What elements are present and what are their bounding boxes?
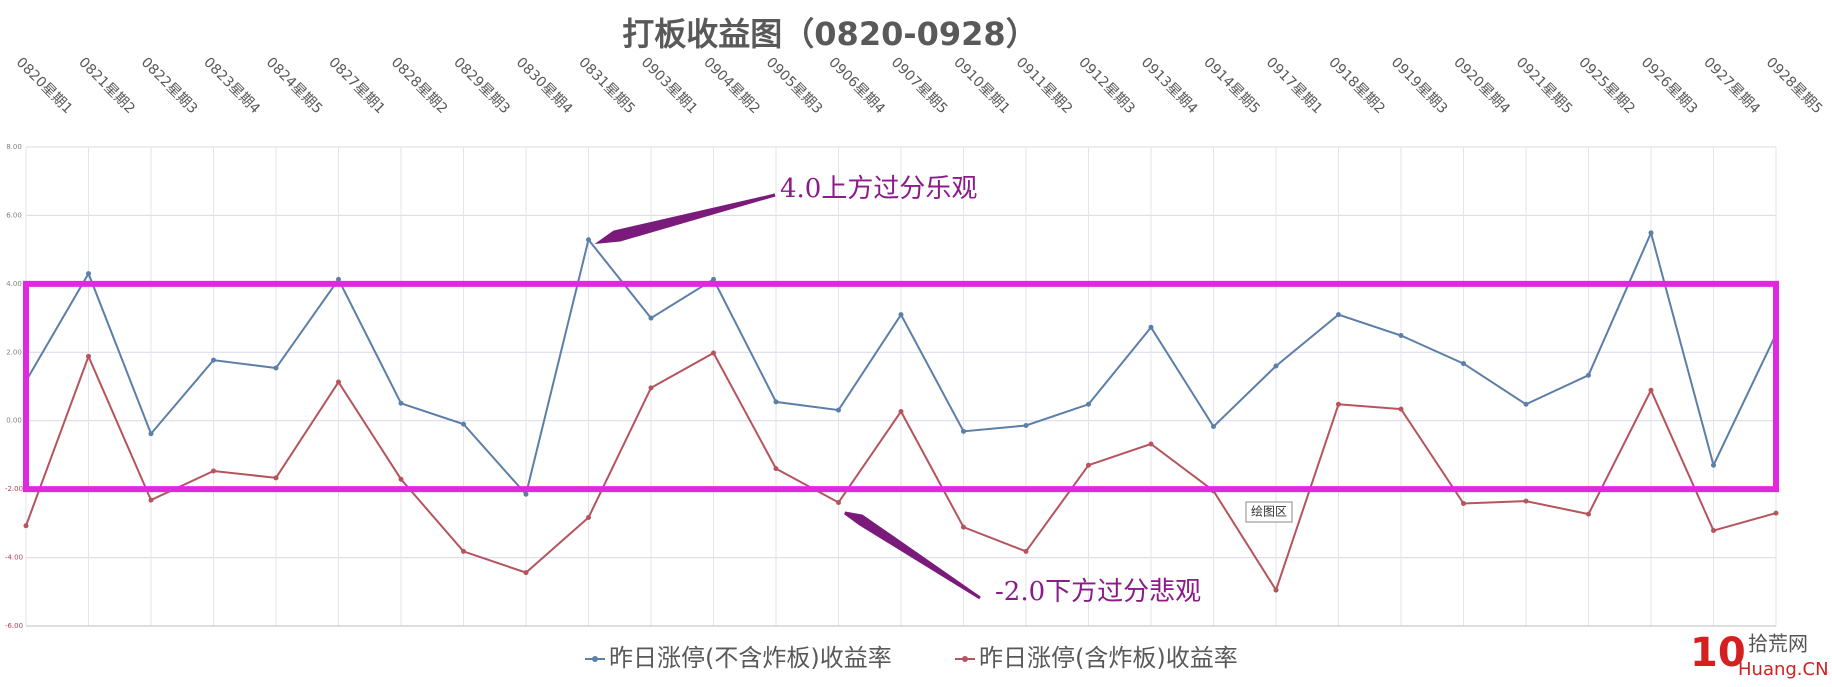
data-point <box>1273 587 1279 593</box>
data-point <box>148 431 154 437</box>
data-point <box>1461 361 1466 367</box>
data-point <box>523 570 529 576</box>
tooltip: 绘图区 <box>1251 504 1287 519</box>
data-point <box>211 357 216 363</box>
data-point <box>1648 230 1654 236</box>
data-point <box>648 385 654 391</box>
legend-label: 昨日涨停(含炸板)收益率 <box>979 644 1238 672</box>
data-point <box>1711 462 1716 468</box>
data-point <box>1086 401 1091 407</box>
data-point <box>398 476 404 482</box>
tooltip-box <box>1245 501 1293 523</box>
data-point <box>1336 312 1341 318</box>
data-point <box>1648 387 1654 393</box>
data-point <box>1523 401 1529 407</box>
data-point <box>1148 324 1154 330</box>
data-point <box>1148 441 1154 447</box>
watermark-site: Huang.CN <box>1738 659 1829 680</box>
legend-marker <box>962 656 968 662</box>
data-point <box>1086 462 1091 468</box>
data-point <box>336 276 341 282</box>
data-point <box>898 312 904 318</box>
annotation: 4.0上方过分乐观 <box>780 174 977 204</box>
data-point <box>1336 401 1341 407</box>
data-point <box>86 271 91 277</box>
data-point <box>273 475 279 481</box>
data-point <box>836 407 841 413</box>
data-point <box>461 421 466 427</box>
y-tick-label: 4.00 <box>6 280 22 288</box>
y-tick-label: -6.00 <box>5 622 23 630</box>
annotation-arrow <box>594 193 776 245</box>
chart-title: 打板收益图（0820-0928） <box>622 15 1037 53</box>
highlight-box <box>23 280 1779 493</box>
data-point <box>1398 333 1404 339</box>
data-point <box>1586 372 1591 378</box>
annotation-arrow <box>844 511 981 600</box>
legend-marker <box>592 656 598 662</box>
data-point <box>1586 511 1591 517</box>
y-tick-label: -2.00 <box>5 485 23 493</box>
data-point <box>648 315 654 321</box>
data-point <box>1273 363 1279 369</box>
data-point <box>1023 548 1029 554</box>
data-point <box>523 491 529 497</box>
data-point <box>711 276 716 282</box>
data-point <box>961 428 966 434</box>
watermark-name: 拾荒网 <box>1748 632 1808 656</box>
data-point <box>1523 498 1529 504</box>
data-point <box>86 353 91 359</box>
data-point <box>1398 406 1404 412</box>
y-tick-label: 2.00 <box>6 348 22 356</box>
data-point <box>586 237 591 243</box>
data-point <box>336 379 341 385</box>
data-point <box>273 365 279 371</box>
annotation: -2.0下方过分悲观 <box>995 577 1201 607</box>
y-tick-label: 8.00 <box>6 143 22 151</box>
data-point <box>461 548 466 554</box>
data-point <box>1461 501 1466 507</box>
data-point <box>211 468 216 474</box>
data-point <box>1023 423 1029 429</box>
data-point <box>148 497 154 503</box>
data-point <box>773 399 779 405</box>
data-point <box>836 499 841 505</box>
watermark-logo: 10 <box>1690 630 1746 676</box>
data-point <box>1711 528 1716 534</box>
data-point <box>961 524 966 530</box>
data-point <box>1773 510 1779 516</box>
legend-label: 昨日涨停(不含炸板)收益率 <box>609 644 892 672</box>
y-tick-label: -4.00 <box>5 554 23 562</box>
data-point <box>398 400 404 406</box>
y-tick-label: 6.00 <box>6 211 22 219</box>
data-point <box>1211 424 1216 430</box>
data-point <box>898 408 904 414</box>
data-point <box>23 523 29 529</box>
data-point <box>711 350 716 356</box>
data-point <box>586 515 591 521</box>
data-point <box>773 466 779 472</box>
y-tick-label: 0.00 <box>6 417 22 425</box>
